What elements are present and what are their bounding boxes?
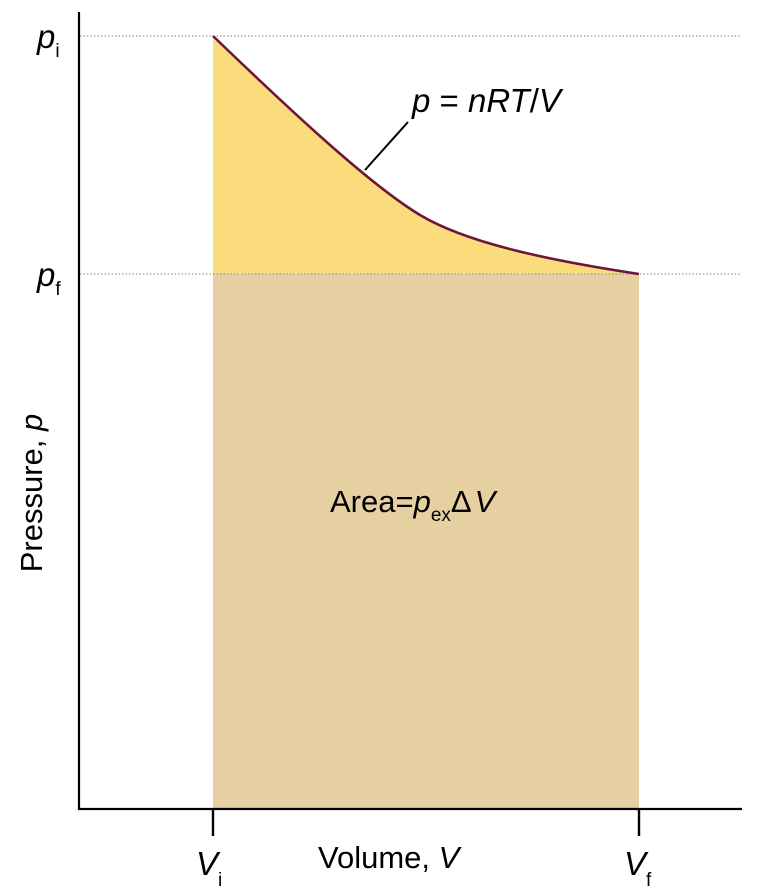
isotherm-curve: [212, 35, 640, 276]
y-axis-title: Pressure, p: [14, 414, 49, 573]
curve-label-leader: [364, 121, 409, 171]
work-area-rectangle: [213, 274, 639, 809]
vi-label: Vi: [196, 845, 222, 891]
pf-label: pf: [36, 256, 61, 300]
curve-equation-label: p = nRT/V: [411, 82, 564, 119]
pi-label: pi: [36, 18, 60, 62]
area-under-curve-above-pf: [213, 36, 639, 274]
x-axis-title: Volume, V: [318, 840, 463, 875]
vf-label: Vf: [624, 845, 652, 891]
area-label: Area=pexΔV: [330, 484, 499, 526]
